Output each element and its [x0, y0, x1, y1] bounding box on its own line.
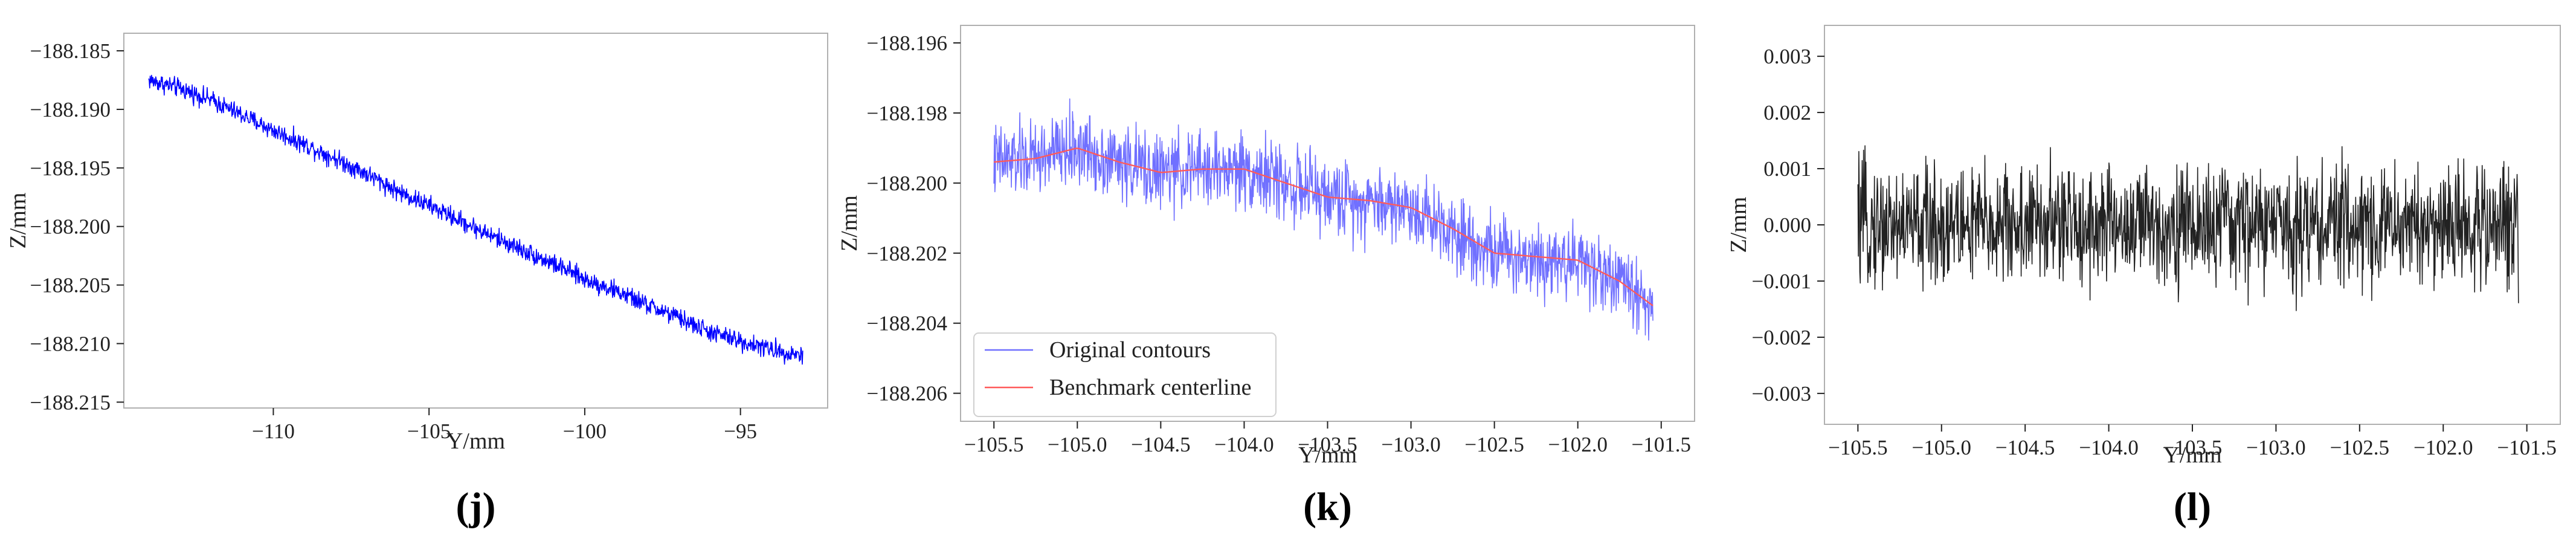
y-tick-label: 0.000: [1763, 213, 1811, 237]
x-tick-label: −100: [563, 419, 607, 443]
legend-box: [973, 332, 1277, 417]
x-tick-label: −102.5: [2330, 436, 2390, 459]
plot-area: [1857, 145, 2519, 311]
series-line-2: [994, 147, 1653, 306]
x-tick-label: −102.0: [2413, 436, 2473, 459]
y-tick-label: −188.195: [30, 157, 111, 180]
panel-label: (j): [456, 485, 496, 529]
y-axis-label: Z/mm: [1726, 197, 1751, 253]
x-tick-label: −101.5: [2497, 436, 2557, 459]
y-tick-label: 0.003: [1763, 45, 1811, 68]
chart-panel-3: −105.5 −105.0 −104.5 −104.0 −103.5 −103.0 −102…: [1726, 25, 2561, 529]
chart-panel-2: −105.5 −105.0 −104.5 −104.0 −103.5 −103.0 −102…: [837, 25, 1695, 529]
panel-label: (l): [2174, 485, 2211, 529]
x-axis-label: Y/mm: [1298, 442, 1357, 468]
plot-frame: [123, 33, 828, 409]
chart-panel-1: −110 −105 −100 −95 −188.185 −188.190 −188.195 −…: [5, 33, 828, 529]
y-tick-label: −188.215: [30, 390, 111, 414]
x-tick-label: −105: [407, 419, 451, 443]
legend-entry: Benchmark centerline: [1049, 375, 1251, 400]
legend: Original contours Benchmark centerline: [973, 332, 1277, 417]
y-tick-label: −188.206: [867, 382, 948, 406]
series-line-1: [148, 74, 803, 365]
y-tick-label: −0.002: [1752, 326, 1812, 349]
x-tick-label: −105.5: [964, 433, 1024, 456]
y-tick-label: 0.001: [1763, 157, 1811, 181]
y-tick-label: −188.190: [30, 98, 111, 121]
x-tick-label: −102.5: [1464, 433, 1524, 456]
x-tick-label: −102.0: [1548, 433, 1608, 456]
x-tick-label: −103.5: [1298, 433, 1357, 456]
x-axis-label: Y/mm: [446, 429, 505, 454]
x-tick-label: −104.0: [1214, 433, 1274, 456]
series-line-1: [993, 98, 1653, 341]
x-tick-label: −105.0: [1912, 436, 1972, 459]
y-tick-label: −0.003: [1752, 382, 1812, 406]
x-tick-label: −105.0: [1048, 433, 1107, 456]
y-tick-label: −188.204: [867, 312, 948, 335]
x-tick-label: −103.0: [2246, 436, 2306, 459]
panel-label: (k): [1303, 485, 1352, 529]
x-tick-label: −95: [724, 419, 757, 443]
y-tick-label: −188.200: [30, 215, 111, 239]
series-line-1: [1857, 145, 2519, 311]
x-tick-label: −104.5: [1131, 433, 1191, 456]
y-tick-label: 0.002: [1763, 101, 1811, 125]
x-axis-label: Y/mm: [2163, 442, 2221, 468]
y-axis-label: Z/mm: [5, 193, 31, 249]
x-tick-label: −105.5: [1828, 436, 1888, 459]
y-tick-label: −188.210: [30, 332, 111, 355]
x-tick-label: −104.0: [2079, 436, 2139, 459]
y-tick-label: −188.205: [30, 274, 111, 297]
x-tick-label: −110: [252, 419, 295, 443]
y-tick-label: −188.200: [867, 172, 948, 195]
x-tick-label: −103.0: [1381, 433, 1441, 456]
y-tick-label: −188.185: [30, 39, 111, 63]
legend-entry: Original contours: [1049, 337, 1211, 363]
y-tick-label: −188.196: [867, 31, 948, 55]
plot-area: [993, 98, 1653, 341]
y-tick-label: −0.001: [1752, 270, 1812, 293]
y-axis-label: Z/mm: [837, 195, 862, 251]
plot-area: [148, 74, 803, 365]
x-tick-label: −103.5: [2163, 436, 2223, 459]
y-tick-label: −188.202: [867, 242, 948, 265]
x-tick-label: −104.5: [1995, 436, 2055, 459]
x-tick-label: −101.5: [1632, 433, 1692, 456]
y-tick-label: −188.198: [867, 102, 948, 125]
